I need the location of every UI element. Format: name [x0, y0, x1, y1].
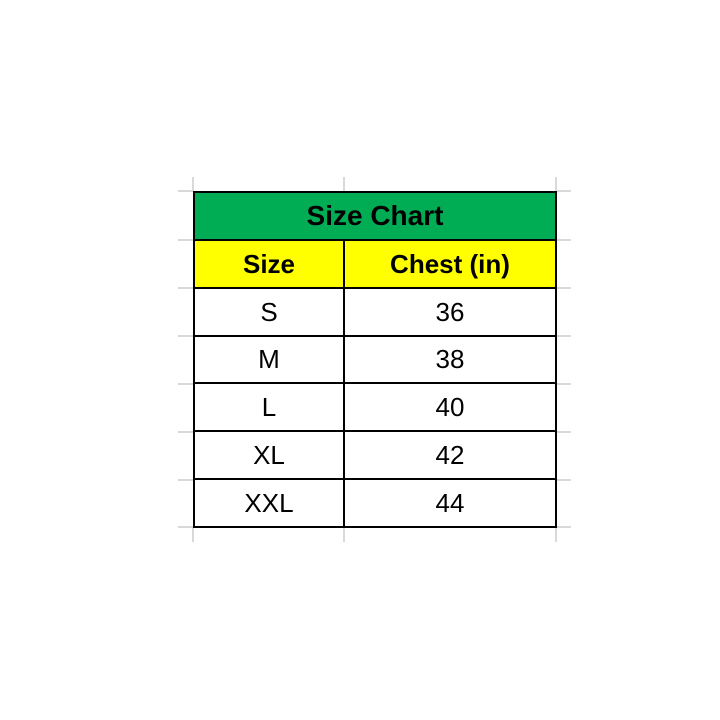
size-cell: XXL	[195, 480, 343, 526]
gridline-stub	[178, 479, 194, 481]
gridline-stub	[178, 526, 194, 528]
gridline-stub	[178, 431, 194, 433]
gridline-stub	[555, 190, 571, 192]
chest-cell: 36	[345, 288, 555, 335]
gridline-stub	[178, 335, 194, 337]
gridline-stub	[555, 383, 571, 385]
gridline-stub	[178, 239, 194, 241]
chest-cell: 44	[345, 480, 555, 526]
chest-cell: 38	[345, 336, 555, 383]
gridline-stub	[555, 287, 571, 289]
gridline-stub	[178, 190, 194, 192]
column-header-size: Size	[195, 240, 343, 287]
chest-cell: 42	[345, 432, 555, 479]
table-title: Size Chart	[195, 193, 555, 239]
chest-cell: 40	[345, 384, 555, 431]
gridline-stub	[555, 528, 557, 542]
gridline-stub	[555, 431, 571, 433]
size-cell: XL	[195, 432, 343, 479]
gridline-stub	[192, 177, 194, 191]
size-cell: M	[195, 336, 343, 383]
gridline-stub	[555, 479, 571, 481]
column-header-chest: Chest (in)	[345, 240, 555, 287]
gridline-stub	[178, 383, 194, 385]
size-chart-table: Size Chart Size Chest (in) S 36 M 38 L 4…	[193, 191, 557, 528]
gridline-stub	[178, 287, 194, 289]
gridline-stub	[555, 177, 557, 191]
gridline-stub	[192, 528, 194, 542]
gridline-stub	[555, 526, 571, 528]
gridline-stub	[343, 177, 345, 191]
gridline-stub	[555, 239, 571, 241]
size-cell: L	[195, 384, 343, 431]
gridline-stub	[555, 335, 571, 337]
gridline-stub	[343, 528, 345, 542]
size-cell: S	[195, 288, 343, 335]
